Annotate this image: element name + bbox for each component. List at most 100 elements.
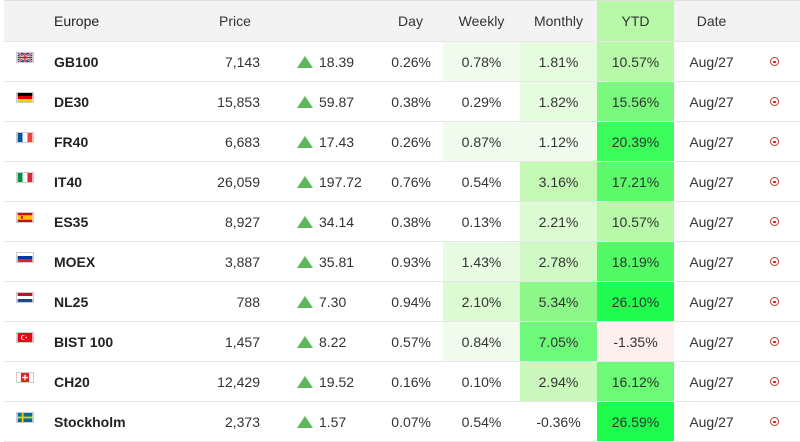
weekly-change: 0.78% [443,42,520,81]
day-change: 0.38% [391,213,431,230]
index-name-link[interactable]: BIST 100 [54,333,114,350]
day-change: 0.26% [391,133,431,150]
up-arrow-icon [297,95,313,108]
change-cell: 7.30 [264,282,360,321]
up-arrow-icon [297,135,313,148]
clock-icon[interactable] [749,402,799,441]
ytd-change: 20.39% [597,122,674,161]
header-change-spacer [264,1,360,41]
up-arrow-icon [297,215,313,228]
price-value: 6,683 [224,133,260,150]
date-value: Aug/27 [689,413,734,430]
table-row[interactable]: MOEX 3,887 35.81 0.93% 1.43% 2.78% 18.19% Aug/2… [4,242,800,282]
header-ytd[interactable]: YTD [597,1,674,41]
index-name-link[interactable]: ES35 [54,213,89,230]
change-value: 197.72 [319,173,362,190]
clock-icon[interactable] [749,242,799,281]
price-value: 2,373 [224,413,260,430]
weekly-change: 0.10% [443,362,520,401]
change-value: 18.39 [319,53,355,70]
ytd-change: 26.59% [597,402,674,441]
change-value: 17.43 [319,133,355,150]
change-cell: 17.43 [264,122,360,161]
spain-flag-icon [4,202,46,241]
header-weekly[interactable]: Weekly [458,13,505,29]
table-row[interactable]: NL25 788 7.30 0.94% 2.10% 5.34% 26.10% Aug/27 [4,282,800,322]
change-cell: 35.81 [264,242,360,281]
header-date[interactable]: Date [696,13,727,29]
header-region[interactable]: Europe [54,13,100,29]
switzerland-flag-icon [4,362,46,401]
change-cell: 1.57 [264,402,360,441]
table-row[interactable]: BIST 100 1,457 8.22 0.57% 0.84% 7.05% -1.35% Au… [4,322,800,362]
weekly-change: 2.10% [443,282,520,321]
up-arrow-icon [297,255,313,268]
monthly-change: 2.78% [520,242,597,281]
up-arrow-icon [297,415,313,428]
up-arrow-icon [297,55,313,68]
ytd-change: 16.12% [597,362,674,401]
ytd-change: 10.57% [597,42,674,81]
header-monthly[interactable]: Monthly [533,13,584,29]
table-row[interactable]: FR40 6,683 17.43 0.26% 0.87% 1.12% 20.39% Aug/2… [4,122,800,162]
table-body: GB100 7,143 18.39 0.26% 0.78% 1.81% 10.57% Aug/… [4,42,800,442]
table-row[interactable]: CH20 12,429 19.52 0.16% 0.10% 2.94% 16.12% Aug/… [4,362,800,402]
date-value: Aug/27 [689,133,734,150]
index-name-link[interactable]: IT40 [54,173,83,190]
index-name-link[interactable]: FR40 [54,133,89,150]
up-arrow-icon [297,175,313,188]
index-name-link[interactable]: DE30 [54,93,90,110]
price-value: 8,927 [224,213,260,230]
monthly-change: -0.36% [520,402,597,441]
change-cell: 8.22 [264,322,360,361]
price-value: 1,457 [224,333,260,350]
germany-flag-icon [4,82,46,121]
clock-icon[interactable] [749,282,799,321]
table-row[interactable]: DE30 15,853 59.87 0.38% 0.29% 1.82% 15.56% Aug/… [4,82,800,122]
weekly-change: 0.87% [443,122,520,161]
price-value: 12,429 [217,373,260,390]
clock-icon[interactable] [749,322,799,361]
index-name-link[interactable]: Stockholm [54,413,126,430]
day-change: 0.93% [391,253,431,270]
index-name-link[interactable]: NL25 [54,293,89,310]
clock-icon[interactable] [749,202,799,241]
index-name-link[interactable]: MOEX [54,253,96,270]
header-day[interactable]: Day [398,13,423,29]
index-name-link[interactable]: CH20 [54,373,90,390]
price-value: 3,887 [224,253,260,270]
change-value: 35.81 [319,253,355,270]
change-cell: 34.14 [264,202,360,241]
table-header: Europe Price Day Weekly Monthly YTD Date [4,0,800,42]
date-value: Aug/27 [689,293,734,310]
russia-flag-icon [4,242,46,281]
monthly-change: 1.82% [520,82,597,121]
day-change: 0.94% [391,293,431,310]
table-row[interactable]: ES35 8,927 34.14 0.38% 0.13% 2.21% 10.57% Aug/2… [4,202,800,242]
ytd-change: 17.21% [597,162,674,201]
clock-icon[interactable] [749,162,799,201]
index-name-link[interactable]: GB100 [54,53,99,70]
header-price[interactable]: Price [219,13,251,29]
price-value: 15,853 [217,93,260,110]
ytd-change: 26.10% [597,282,674,321]
change-value: 34.14 [319,213,355,230]
weekly-change: 1.43% [443,242,520,281]
monthly-change: 1.81% [520,42,597,81]
table-row[interactable]: GB100 7,143 18.39 0.26% 0.78% 1.81% 10.57% Aug/… [4,42,800,82]
day-change: 0.38% [391,93,431,110]
day-change: 0.76% [391,173,431,190]
change-value: 19.52 [319,373,355,390]
date-value: Aug/27 [689,173,734,190]
day-change: 0.16% [391,373,431,390]
weekly-change: 0.54% [443,162,520,201]
clock-icon[interactable] [749,82,799,121]
price-value: 7,143 [224,53,260,70]
clock-icon[interactable] [749,42,799,81]
clock-icon[interactable] [749,122,799,161]
price-value: 26,059 [217,173,260,190]
clock-icon[interactable] [749,362,799,401]
table-row[interactable]: Stockholm 2,373 1.57 0.07% 0.54% -0.36% 26.59%… [4,402,800,442]
change-value: 59.87 [319,93,355,110]
table-row[interactable]: IT40 26,059 197.72 0.76% 0.54% 3.16% 17.21% Aug… [4,162,800,202]
